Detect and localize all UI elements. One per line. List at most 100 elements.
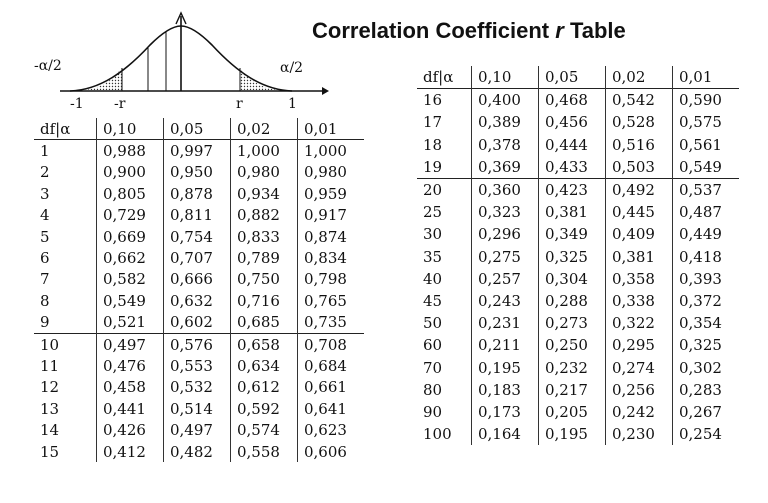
value-cell: 0,658 [230,332,298,356]
value-cell: 0,798 [297,268,364,291]
value-cell: 0,322 [605,312,673,335]
value-cell: 0,662 [96,247,164,269]
df-cell: 30 [423,225,443,244]
df-cell: 50 [423,314,443,333]
value-cell: 0,997 [163,139,231,162]
value-cell: 0,173 [471,400,539,423]
table-row: 45 0,243 0,288 0,338 0,372 [417,289,739,313]
value-cell: 0,449 [672,223,739,246]
df-cell: 35 [423,247,443,266]
value-cell: 0,217 [538,378,606,401]
table-row: 80 0,183 0,217 0,256 0,283 [417,378,739,401]
value-cell: 0,684 [297,355,364,377]
x-axis-arrow [322,87,329,95]
value-cell: 0,393 [672,267,739,290]
tick-neg-one: -1 [70,96,84,112]
df-cell: 45 [423,291,443,310]
value-cell: 0,273 [538,312,606,335]
table-row: 14 0,426 0,497 0,574 0,623 [34,419,364,441]
value-cell: 0,590 [672,88,739,112]
value-cell: 0,561 [672,133,739,156]
df-cell: 60 [423,336,443,355]
value-cell: 0,288 [538,289,606,313]
value-cell: 0,409 [605,223,673,246]
right-tail-label: α/2 [280,60,303,76]
value-cell: 0,283 [672,378,739,401]
page-title: Correlation Coefficient r Table [312,18,626,44]
value-cell: 0,606 [297,440,364,463]
value-cell: 0,574 [230,419,298,441]
value-cell: 0,503 [605,155,673,179]
value-cell: 0,444 [538,133,606,156]
value-cell: 0,372 [672,289,739,313]
df-cell: 12 [40,378,60,397]
value-cell: 0,381 [538,201,606,224]
value-cell: 0,576 [163,332,231,356]
value-cell: 0,669 [96,225,164,248]
value-cell: 0,716 [230,290,298,312]
value-cell: 0,302 [672,356,739,379]
value-cell: 0,476 [96,355,164,377]
value-cell: 0,878 [163,183,231,205]
value-cell: 0,789 [230,247,298,269]
table-row: 100 0,164 0,195 0,230 0,254 [417,423,739,446]
df-cell: 20 [417,177,472,202]
value-cell: 0,497 [163,419,231,441]
value-cell: 0,211 [471,334,539,357]
left-critical-values-table: df|α 0,10 0,05 0,02 0,01 1 0,988 0,997 1,00… [34,118,364,463]
value-cell: 0,257 [471,267,539,290]
table-row: 90 0,173 0,205 0,242 0,267 [417,400,739,423]
value-cell: 0,456 [538,111,606,134]
header-alpha-005: 0,05 [163,118,231,140]
table-row: 4 0,729 0,811 0,882 0,917 [34,204,364,226]
header-alpha-002: 0,02 [230,118,298,140]
value-cell: 0,433 [538,155,606,179]
df-cell: 14 [40,421,60,440]
value-cell: 0,765 [297,290,364,312]
tick-one: 1 [288,96,297,112]
table-row: 60 0,211 0,250 0,295 0,325 [417,334,739,357]
value-cell: 0,805 [96,183,164,205]
value-cell: 0,325 [538,245,606,268]
value-cell: 0,256 [605,378,673,401]
df-cell: 19 [423,157,443,176]
table-row: 13 0,441 0,514 0,592 0,641 [34,398,364,420]
right-tail-area [240,68,278,90]
df-cell: 16 [423,91,443,110]
value-cell: 0,458 [96,376,164,399]
value-cell: 0,514 [163,398,231,420]
value-cell: 0,833 [230,225,298,248]
value-cell: 0,666 [163,268,231,291]
table-row: 5 0,669 0,754 0,833 0,874 [34,225,364,248]
df-cell: 13 [40,399,60,418]
table-row: 18 0,378 0,444 0,516 0,561 [417,133,739,156]
value-cell: 0,205 [538,400,606,423]
table-header-row: df|α 0,10 0,05 0,02 0,01 [34,118,364,140]
value-cell: 0,295 [605,334,673,357]
df-cell: 100 [423,425,452,444]
df-cell: 90 [423,402,443,421]
value-cell: 0,532 [163,376,231,399]
tick-neg-r: -r [114,96,126,112]
table-row: 25 0,323 0,381 0,445 0,487 [417,201,739,224]
value-cell: 0,661 [297,376,364,399]
value-cell: 0,735 [297,311,364,334]
value-cell: 0,354 [672,312,739,335]
value-cell: 0,754 [163,225,231,248]
value-cell: 0,349 [538,223,606,246]
value-cell: 0,988 [96,139,164,162]
value-cell: 0,582 [96,268,164,291]
value-cell: 0,232 [538,356,606,379]
y-axis-arrow [175,11,187,25]
value-cell: 0,296 [471,223,539,246]
table-row: 15 0,412 0,482 0,558 0,606 [34,440,364,463]
value-cell: 0,834 [297,247,364,269]
table-row: 1 0,988 0,997 1,000 1,000 [34,139,364,162]
value-cell: 0,482 [163,440,231,463]
right-critical-values-table: df|α 0,10 0,05 0,02 0,01 16 0,400 0,468 0,5… [417,66,739,446]
table-row: 10 0,497 0,576 0,658 0,708 [34,332,364,356]
value-cell: 0,623 [297,419,364,441]
df-cell: 4 [40,206,50,225]
title-variable: r [555,18,564,43]
value-cell: 0,549 [672,155,739,179]
